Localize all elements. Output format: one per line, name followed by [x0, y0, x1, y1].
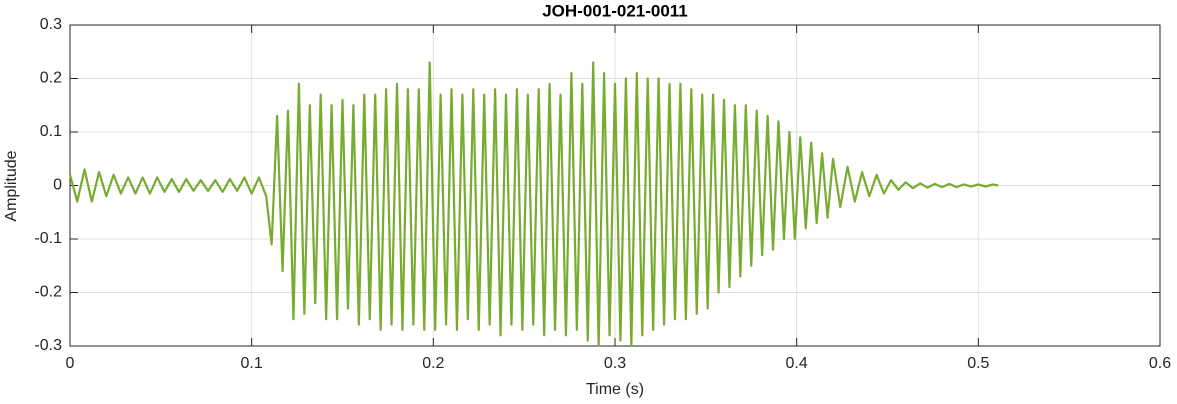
x-tick-label: 0.2 [422, 355, 444, 372]
x-axis-label: Time (s) [586, 381, 644, 398]
y-tick-label: 0.1 [40, 123, 62, 140]
x-tick-label: 0.3 [604, 355, 626, 372]
x-tick-label: 0.1 [241, 355, 263, 372]
waveform-line [68, 61, 999, 348]
x-tick-label: 0.6 [1149, 355, 1171, 372]
y-tick-label: 0.2 [40, 70, 62, 87]
y-tick-label: 0 [53, 177, 62, 194]
x-tick-label: 0.4 [786, 355, 808, 372]
y-tick-label: 0.3 [40, 16, 62, 33]
plot-frame [69, 24, 1161, 347]
chart-title: JOH-001-021-0011 [542, 1, 688, 20]
x-tick-label: 0 [66, 355, 75, 372]
x-tick-label: 0.5 [967, 355, 989, 372]
y-tick-label: -0.1 [34, 230, 62, 247]
y-tick-label: -0.3 [34, 337, 62, 354]
y-axis-label: Amplitude [3, 150, 20, 221]
y-tick-label: -0.2 [34, 284, 62, 301]
